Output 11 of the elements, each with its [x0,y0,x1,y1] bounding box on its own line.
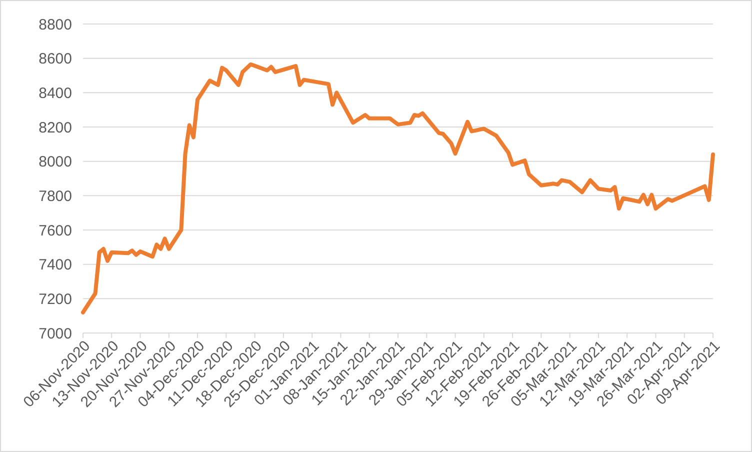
line-series [81,62,715,314]
y-tick-label: 8000 [38,154,72,171]
y-tick-label: 8200 [38,119,72,136]
y-tick-label: 7200 [38,290,72,308]
y-tick-label: 8600 [38,50,72,68]
y-tick-label: 7000 [38,325,72,342]
y-tick-label: 7600 [38,222,72,240]
y-tick-label: 7400 [38,256,72,274]
y-tick-label: 8400 [38,84,72,102]
y-tick-label: 8800 [38,16,72,34]
y-tick-label: 7800 [38,188,72,205]
